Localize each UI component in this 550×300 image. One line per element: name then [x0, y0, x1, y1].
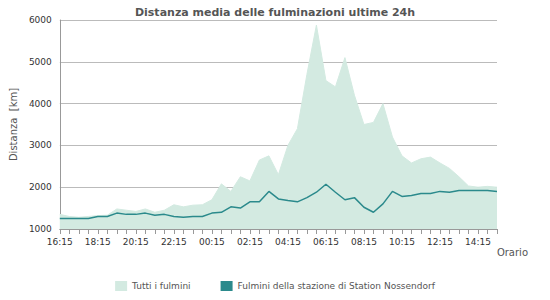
- svg-text:22:15: 22:15: [161, 237, 187, 247]
- svg-text:14:15: 14:15: [465, 237, 491, 247]
- svg-text:12:15: 12:15: [427, 237, 453, 247]
- svg-text:06:15: 06:15: [313, 237, 339, 247]
- svg-text:08:15: 08:15: [351, 237, 377, 247]
- svg-text:00:15: 00:15: [199, 237, 225, 247]
- svg-text:Fulmini della stazione di Stat: Fulmini della stazione di Station Nossen…: [238, 281, 436, 291]
- svg-text:04:15: 04:15: [275, 237, 301, 247]
- svg-text:20:15: 20:15: [123, 237, 149, 247]
- svg-text:2000: 2000: [29, 182, 52, 192]
- svg-text:3000: 3000: [29, 140, 52, 150]
- svg-text:6000: 6000: [29, 15, 52, 25]
- svg-text:10:15: 10:15: [389, 237, 415, 247]
- svg-text:Distanza media delle fulminazi: Distanza media delle fulminazioni ultime…: [135, 6, 415, 19]
- svg-text:5000: 5000: [29, 57, 52, 67]
- svg-text:Tutti i fulmini: Tutti i fulmini: [131, 281, 190, 291]
- svg-text:4000: 4000: [29, 99, 52, 109]
- svg-text:18:15: 18:15: [85, 237, 111, 247]
- svg-text:Orario: Orario: [497, 247, 528, 258]
- svg-text:02:15: 02:15: [237, 237, 263, 247]
- svg-text:1000: 1000: [29, 224, 52, 234]
- svg-text:Distanza [km]: Distanza [km]: [8, 88, 19, 161]
- svg-text:16:15: 16:15: [47, 237, 73, 247]
